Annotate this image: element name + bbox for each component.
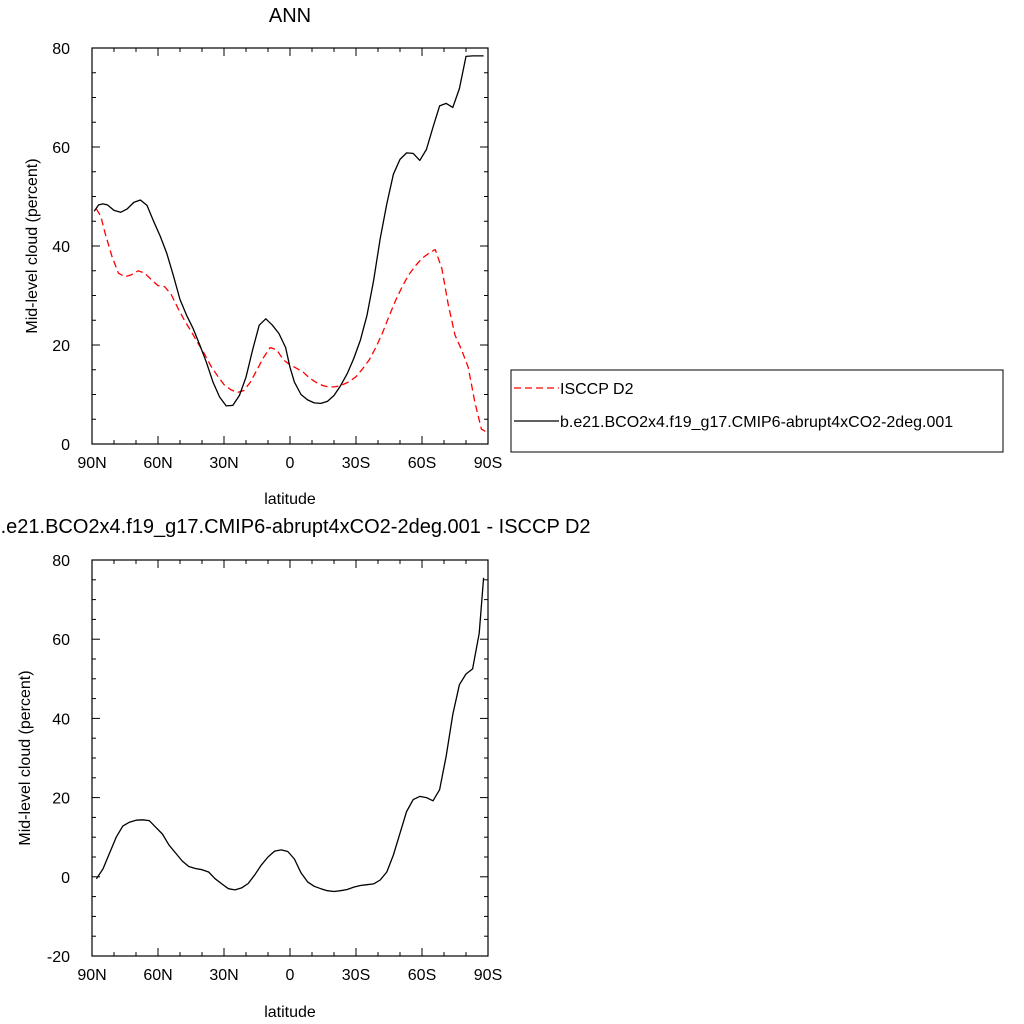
top-plot-frame bbox=[91, 47, 489, 445]
bottom-chart-title: b.e21.BCO2x4.f19_g17.CMIP6-abrupt4xCO2-2… bbox=[0, 516, 591, 538]
bottom-series-line-difference bbox=[95, 577, 485, 893]
legend-box bbox=[510, 369, 1004, 453]
top-x-tick-label: 30N bbox=[209, 455, 238, 472]
top-y-tick-label: 60 bbox=[52, 140, 70, 157]
top-y-tick-label: 20 bbox=[52, 338, 70, 355]
bottom-x-tick-label: 60N bbox=[143, 967, 172, 984]
bottom-y-tick-label: -20 bbox=[47, 949, 70, 966]
top-series-line-isccp-d2 bbox=[95, 208, 487, 433]
bottom-y-axis-label: Mid-level cloud (percent) bbox=[17, 670, 34, 845]
top-series-line-model bbox=[93, 55, 484, 407]
bottom-x-tick-label: 90S bbox=[474, 967, 502, 984]
bottom-x-tick-label: 30N bbox=[209, 967, 238, 984]
bottom-x-tick-label: 90N bbox=[77, 967, 106, 984]
top-y-tick-label: 40 bbox=[52, 239, 70, 256]
top-x-axis-label: latitude bbox=[264, 491, 316, 508]
bottom-plot-frame bbox=[91, 559, 489, 957]
legend-label-model: b.e21.BCO2x4.f19_g17.CMIP6-abrupt4xCO2-2… bbox=[560, 414, 953, 431]
bottom-panel: b.e21.BCO2x4.f19_g17.CMIP6-abrupt4xCO2-2… bbox=[0, 516, 591, 1021]
top-y-tick-label: 0 bbox=[61, 437, 70, 454]
top-x-tick-label: 60S bbox=[408, 455, 436, 472]
top-x-tick-label: 30S bbox=[342, 455, 370, 472]
legend: ISCCP D2 b.e21.BCO2x4.f19_g17.CMIP6-abru… bbox=[510, 369, 1004, 453]
bottom-y-tick-label: 40 bbox=[52, 711, 70, 728]
bottom-y-tick-label: 80 bbox=[52, 553, 70, 570]
bottom-axes-ticks: 90N 60N 30N 0 30S 60S 90S -20 0 20 40 60 80 bbox=[47, 553, 502, 984]
top-panel: ANN 90N 60N 30N 0 30S 60S 90S 0 20 40 60 80 latitud… bbox=[24, 5, 502, 508]
top-series-group bbox=[93, 55, 487, 433]
bottom-series-group bbox=[95, 577, 485, 893]
top-y-axis-label: Mid-level cloud (percent) bbox=[24, 158, 41, 333]
bottom-x-tick-label: 30S bbox=[342, 967, 370, 984]
top-x-tick-label: 90N bbox=[77, 455, 106, 472]
bottom-y-tick-label: 60 bbox=[52, 632, 70, 649]
legend-label-isccp: ISCCP D2 bbox=[560, 381, 634, 398]
top-x-tick-label: 0 bbox=[286, 455, 295, 472]
top-axes-ticks: 90N 60N 30N 0 30S 60S 90S 0 20 40 60 80 bbox=[52, 41, 502, 472]
bottom-y-tick-label: 20 bbox=[52, 791, 70, 808]
top-x-tick-label: 60N bbox=[143, 455, 172, 472]
top-x-tick-label: 90S bbox=[474, 455, 502, 472]
top-chart-title: ANN bbox=[269, 5, 311, 27]
bottom-x-axis-label: latitude bbox=[264, 1004, 316, 1021]
bottom-x-tick-label: 60S bbox=[408, 967, 436, 984]
top-y-tick-label: 80 bbox=[52, 41, 70, 58]
bottom-x-tick-label: 0 bbox=[286, 967, 295, 984]
bottom-y-tick-label: 0 bbox=[61, 870, 70, 887]
